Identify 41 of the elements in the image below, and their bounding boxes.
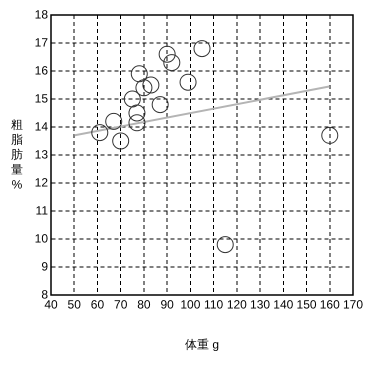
y-tick-label: 17 — [34, 35, 48, 50]
x-tick-label: 70 — [114, 298, 128, 312]
x-tick-label: 90 — [160, 298, 174, 312]
y-axis-title: 粗脂肪量% — [11, 117, 23, 192]
x-tick-label: 120 — [226, 298, 248, 312]
x-tick-label: 50 — [68, 298, 82, 312]
point — [152, 96, 169, 114]
x-tick-label: 110 — [204, 298, 224, 312]
y-tick-label: 11 — [36, 203, 48, 218]
x-tick-label: 170 — [342, 298, 364, 312]
point — [194, 40, 210, 58]
x-tick-label: 130 — [250, 298, 270, 312]
y-tick-label: 14 — [34, 119, 48, 134]
point — [124, 90, 141, 108]
x-tick-label: 150 — [296, 298, 317, 312]
y-tick-label: 15 — [34, 91, 48, 106]
y-tick-label: 13 — [34, 147, 48, 162]
x-axis-title: 体重 g — [184, 337, 220, 352]
y-tick-label: 16 — [34, 63, 48, 78]
y-tick-label: 12 — [34, 175, 48, 190]
point — [180, 74, 197, 91]
point — [321, 126, 338, 144]
point — [135, 79, 152, 96]
y-tick-label: 18 — [34, 7, 48, 22]
point — [130, 65, 148, 82]
point — [112, 132, 130, 150]
point — [91, 124, 108, 142]
point — [128, 104, 146, 122]
point — [105, 112, 122, 130]
point — [163, 54, 180, 72]
point — [128, 114, 146, 132]
point — [142, 76, 160, 94]
x-tick-label: 80 — [137, 298, 151, 312]
x-tick-label: 60 — [90, 298, 104, 312]
x-tick-label: 160 — [320, 298, 340, 312]
point — [158, 46, 176, 63]
y-tick-label: 10 — [34, 231, 48, 246]
point — [216, 236, 234, 254]
x-tick-label: 100 — [180, 298, 201, 312]
x-tick-label: 140 — [273, 298, 294, 312]
y-tick-label: 9 — [41, 259, 48, 274]
